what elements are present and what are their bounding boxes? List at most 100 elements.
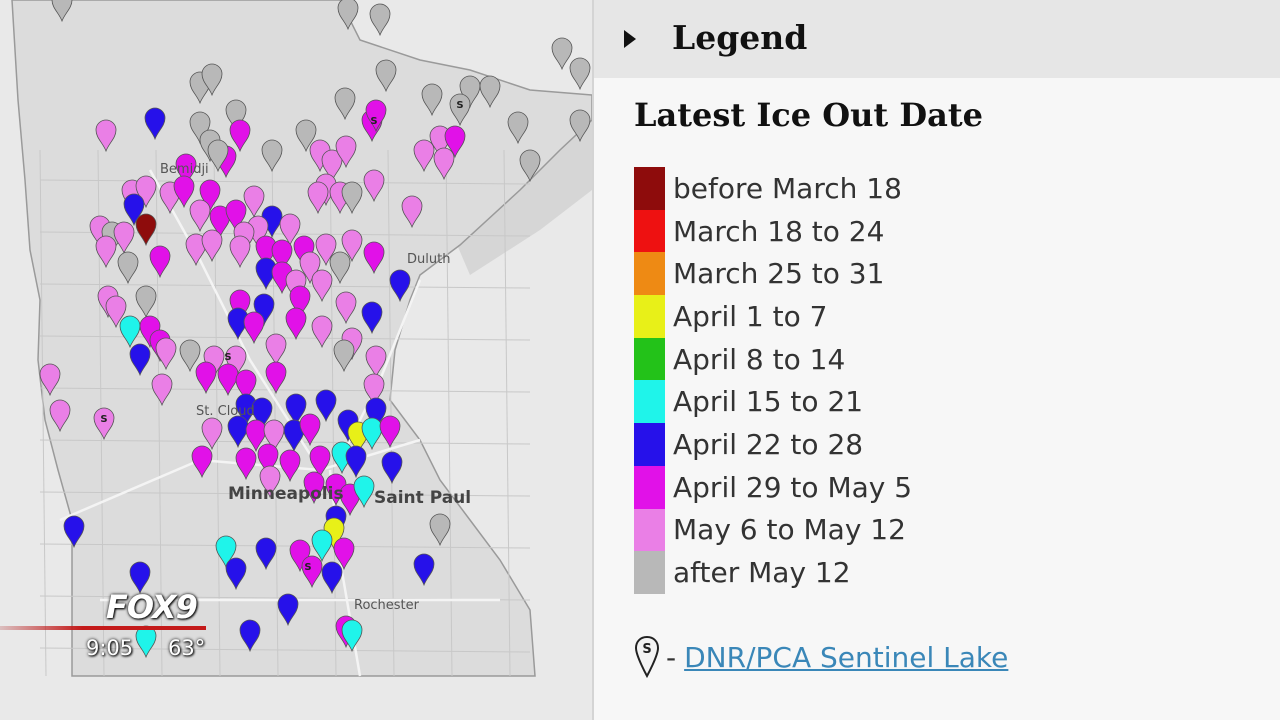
lake-marker[interactable] <box>421 83 443 117</box>
lake-marker[interactable] <box>39 363 61 397</box>
lake-marker[interactable] <box>375 59 397 93</box>
legend-toggle-triangle-icon[interactable] <box>624 30 636 48</box>
lake-marker[interactable] <box>433 147 455 181</box>
lake-marker[interactable] <box>191 445 213 479</box>
lake-marker[interactable] <box>151 373 173 407</box>
lake-marker[interactable] <box>341 229 363 263</box>
lake-marker[interactable] <box>189 199 211 233</box>
lake-marker[interactable] <box>335 291 357 325</box>
lake-marker[interactable] <box>321 561 343 595</box>
lake-marker[interactable] <box>225 199 247 233</box>
lake-marker[interactable] <box>311 529 333 563</box>
lake-marker[interactable] <box>389 269 411 303</box>
lake-marker[interactable] <box>334 87 356 121</box>
lake-marker[interactable] <box>135 175 157 209</box>
lake-marker[interactable] <box>229 235 251 269</box>
lake-marker[interactable] <box>363 241 385 275</box>
lake-marker[interactable] <box>263 419 285 453</box>
legend-header[interactable]: Legend <box>594 0 1280 78</box>
lake-marker[interactable] <box>361 301 383 335</box>
lake-marker[interactable] <box>321 149 343 183</box>
lake-marker[interactable] <box>49 399 71 433</box>
lake-marker[interactable] <box>299 413 321 447</box>
lake-marker[interactable] <box>243 185 265 219</box>
lake-marker[interactable] <box>201 229 223 263</box>
lake-marker[interactable] <box>519 149 541 183</box>
lake-marker[interactable] <box>299 251 321 285</box>
lake-marker[interactable] <box>551 37 573 71</box>
lake-marker[interactable] <box>155 337 177 371</box>
lake-marker[interactable] <box>129 561 151 595</box>
lake-marker[interactable] <box>569 57 591 91</box>
lake-marker[interactable] <box>479 75 501 109</box>
lake-marker[interactable] <box>279 213 301 247</box>
lake-marker[interactable] <box>271 239 293 273</box>
lake-marker[interactable] <box>225 99 247 133</box>
lake-marker[interactable] <box>173 175 195 209</box>
lake-marker[interactable] <box>315 389 337 423</box>
lake-marker[interactable] <box>569 109 591 143</box>
lake-marker[interactable] <box>345 445 367 479</box>
lake-marker[interactable] <box>279 449 301 483</box>
lake-marker[interactable] <box>369 3 391 37</box>
lake-marker[interactable] <box>353 475 375 509</box>
lake-marker[interactable] <box>363 169 385 203</box>
minnesota-map-canvas[interactable]: S S S S S <box>0 0 592 720</box>
lake-marker[interactable] <box>309 445 331 479</box>
lake-marker[interactable] <box>253 293 275 327</box>
lake-marker[interactable] <box>361 417 383 451</box>
lake-marker[interactable] <box>507 111 529 145</box>
lake-marker[interactable] <box>301 555 323 589</box>
lake-marker[interactable] <box>341 181 363 215</box>
lake-marker[interactable] <box>333 339 355 373</box>
lake-marker[interactable] <box>289 285 311 319</box>
lake-marker[interactable] <box>265 361 287 395</box>
lake-marker[interactable] <box>259 465 281 499</box>
lake-marker[interactable] <box>337 0 359 31</box>
lake-marker[interactable] <box>229 119 251 153</box>
lake-marker[interactable] <box>201 63 223 97</box>
lake-marker[interactable] <box>215 535 237 569</box>
lake-marker[interactable] <box>413 139 435 173</box>
lake-marker[interactable] <box>117 251 139 285</box>
lake-marker[interactable] <box>135 213 157 247</box>
lake-marker[interactable] <box>251 397 273 431</box>
lake-marker[interactable] <box>265 333 287 367</box>
lake-marker[interactable] <box>329 251 351 285</box>
lake-marker[interactable] <box>257 443 279 477</box>
lake-marker[interactable] <box>277 593 299 627</box>
lake-marker[interactable] <box>335 135 357 169</box>
lake-marker[interactable] <box>235 447 257 481</box>
lake-marker[interactable] <box>444 125 466 159</box>
lake-marker[interactable] <box>235 369 257 403</box>
lake-marker[interactable] <box>429 513 451 547</box>
lake-marker[interactable] <box>381 451 403 485</box>
lake-marker[interactable] <box>283 419 305 453</box>
lake-marker[interactable] <box>207 139 229 173</box>
lake-marker[interactable] <box>459 75 481 109</box>
lake-marker[interactable] <box>63 515 85 549</box>
lake-marker[interactable] <box>225 345 247 379</box>
lake-marker[interactable] <box>175 153 197 187</box>
sentinel-lake-link[interactable]: DNR/PCA Sentinel Lake <box>684 640 1009 674</box>
lake-marker[interactable] <box>285 393 307 427</box>
lake-marker[interactable] <box>311 269 333 303</box>
lake-marker[interactable] <box>129 343 151 377</box>
lake-marker[interactable] <box>401 195 423 229</box>
legend-header-title[interactable]: Legend <box>672 18 808 57</box>
lake-marker[interactable] <box>113 221 135 255</box>
lake-marker[interactable] <box>285 269 307 303</box>
lake-marker[interactable] <box>261 139 283 173</box>
lake-marker[interactable] <box>95 119 117 153</box>
lake-marker[interactable] <box>365 99 387 133</box>
lake-marker[interactable] <box>135 285 157 319</box>
lake-marker[interactable] <box>189 111 211 145</box>
lake-marker[interactable] <box>229 289 251 323</box>
lake-marker[interactable] <box>123 193 145 227</box>
lake-marker[interactable] <box>413 553 435 587</box>
lake-marker[interactable] <box>341 619 363 653</box>
lake-marker[interactable] <box>315 233 337 267</box>
lake-marker[interactable] <box>311 315 333 349</box>
lake-marker[interactable] <box>333 537 355 571</box>
lake-marker[interactable] <box>245 419 267 453</box>
